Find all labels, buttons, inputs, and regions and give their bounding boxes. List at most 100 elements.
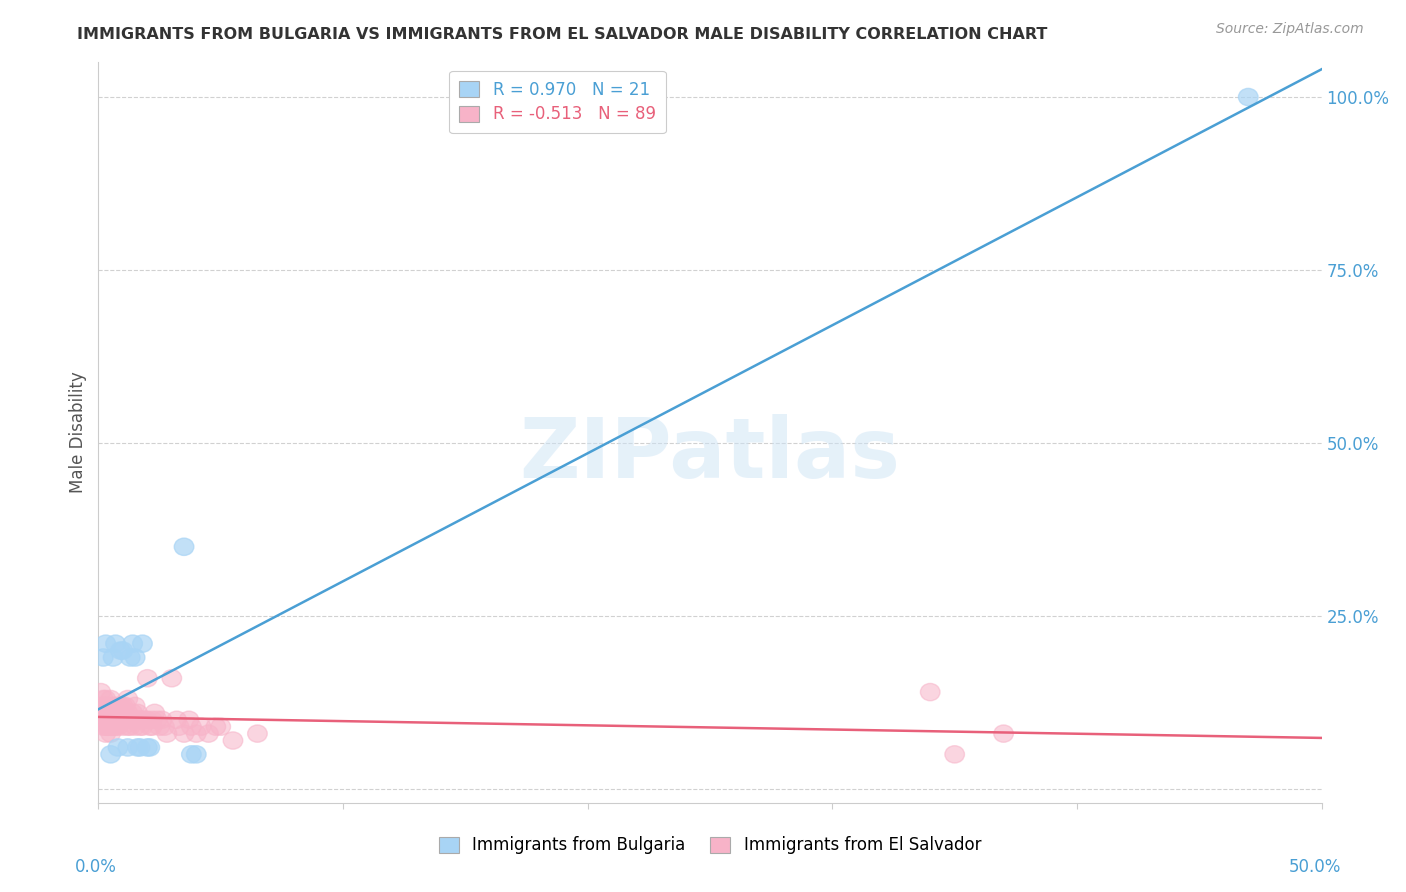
Ellipse shape <box>122 711 142 729</box>
Ellipse shape <box>157 725 177 742</box>
Ellipse shape <box>111 642 131 659</box>
Ellipse shape <box>94 711 112 729</box>
Ellipse shape <box>94 648 112 666</box>
Ellipse shape <box>132 711 152 729</box>
Ellipse shape <box>141 739 160 756</box>
Ellipse shape <box>105 704 125 722</box>
Ellipse shape <box>921 683 941 701</box>
Ellipse shape <box>94 698 112 714</box>
Ellipse shape <box>152 711 172 729</box>
Ellipse shape <box>187 746 207 763</box>
Ellipse shape <box>94 704 112 722</box>
Ellipse shape <box>94 718 112 735</box>
Ellipse shape <box>125 698 145 714</box>
Ellipse shape <box>112 642 132 659</box>
Ellipse shape <box>105 711 125 729</box>
Ellipse shape <box>167 711 187 729</box>
Ellipse shape <box>211 718 231 735</box>
Ellipse shape <box>111 711 131 729</box>
Ellipse shape <box>96 690 115 707</box>
Ellipse shape <box>138 739 157 756</box>
Ellipse shape <box>101 704 121 722</box>
Ellipse shape <box>128 711 148 729</box>
Ellipse shape <box>111 698 131 714</box>
Ellipse shape <box>105 635 125 652</box>
Ellipse shape <box>91 683 111 701</box>
Ellipse shape <box>142 711 162 729</box>
Ellipse shape <box>132 718 152 735</box>
Ellipse shape <box>112 718 132 735</box>
Ellipse shape <box>125 718 145 735</box>
Y-axis label: Male Disability: Male Disability <box>69 372 87 493</box>
Ellipse shape <box>108 718 128 735</box>
Ellipse shape <box>145 704 165 722</box>
Ellipse shape <box>128 704 148 722</box>
Ellipse shape <box>224 731 243 749</box>
Legend: Immigrants from Bulgaria, Immigrants from El Salvador: Immigrants from Bulgaria, Immigrants fro… <box>432 830 988 861</box>
Ellipse shape <box>121 718 141 735</box>
Ellipse shape <box>105 698 125 714</box>
Ellipse shape <box>94 690 112 707</box>
Ellipse shape <box>103 648 122 666</box>
Ellipse shape <box>945 746 965 763</box>
Ellipse shape <box>96 718 115 735</box>
Ellipse shape <box>91 698 111 714</box>
Ellipse shape <box>118 704 138 722</box>
Ellipse shape <box>187 725 207 742</box>
Ellipse shape <box>118 711 138 729</box>
Ellipse shape <box>179 711 198 729</box>
Text: ZIPatlas: ZIPatlas <box>520 414 900 495</box>
Ellipse shape <box>91 704 111 722</box>
Ellipse shape <box>112 711 132 729</box>
Text: 50.0%: 50.0% <box>1288 858 1341 876</box>
Ellipse shape <box>169 718 188 735</box>
Ellipse shape <box>103 704 122 722</box>
Ellipse shape <box>138 711 157 729</box>
Ellipse shape <box>131 718 150 735</box>
Ellipse shape <box>103 711 122 729</box>
Ellipse shape <box>96 711 115 729</box>
Ellipse shape <box>96 725 115 742</box>
Ellipse shape <box>162 670 181 687</box>
Ellipse shape <box>108 704 128 722</box>
Ellipse shape <box>101 711 121 729</box>
Ellipse shape <box>98 718 118 735</box>
Ellipse shape <box>101 746 121 763</box>
Ellipse shape <box>105 718 125 735</box>
Ellipse shape <box>125 648 145 666</box>
Ellipse shape <box>115 698 135 714</box>
Ellipse shape <box>141 718 160 735</box>
Ellipse shape <box>142 718 162 735</box>
Ellipse shape <box>135 711 155 729</box>
Ellipse shape <box>118 739 138 756</box>
Ellipse shape <box>1239 88 1258 105</box>
Ellipse shape <box>115 711 135 729</box>
Ellipse shape <box>207 718 225 735</box>
Ellipse shape <box>118 718 138 735</box>
Ellipse shape <box>174 725 194 742</box>
Ellipse shape <box>122 704 142 722</box>
Ellipse shape <box>155 718 174 735</box>
Ellipse shape <box>108 711 128 729</box>
Text: IMMIGRANTS FROM BULGARIA VS IMMIGRANTS FROM EL SALVADOR MALE DISABILITY CORRELAT: IMMIGRANTS FROM BULGARIA VS IMMIGRANTS F… <box>77 27 1047 42</box>
Ellipse shape <box>122 635 142 652</box>
Ellipse shape <box>108 698 128 714</box>
Ellipse shape <box>111 704 131 722</box>
Ellipse shape <box>131 711 150 729</box>
Text: 0.0%: 0.0% <box>75 858 117 876</box>
Ellipse shape <box>132 635 152 652</box>
Ellipse shape <box>96 698 115 714</box>
Ellipse shape <box>247 725 267 742</box>
Text: Source: ZipAtlas.com: Source: ZipAtlas.com <box>1216 22 1364 37</box>
Ellipse shape <box>118 690 138 707</box>
Ellipse shape <box>112 698 132 714</box>
Ellipse shape <box>174 538 194 556</box>
Ellipse shape <box>181 718 201 735</box>
Ellipse shape <box>101 718 121 735</box>
Ellipse shape <box>994 725 1014 742</box>
Ellipse shape <box>150 718 169 735</box>
Ellipse shape <box>101 690 121 707</box>
Ellipse shape <box>101 725 121 742</box>
Ellipse shape <box>131 739 150 756</box>
Ellipse shape <box>98 704 118 722</box>
